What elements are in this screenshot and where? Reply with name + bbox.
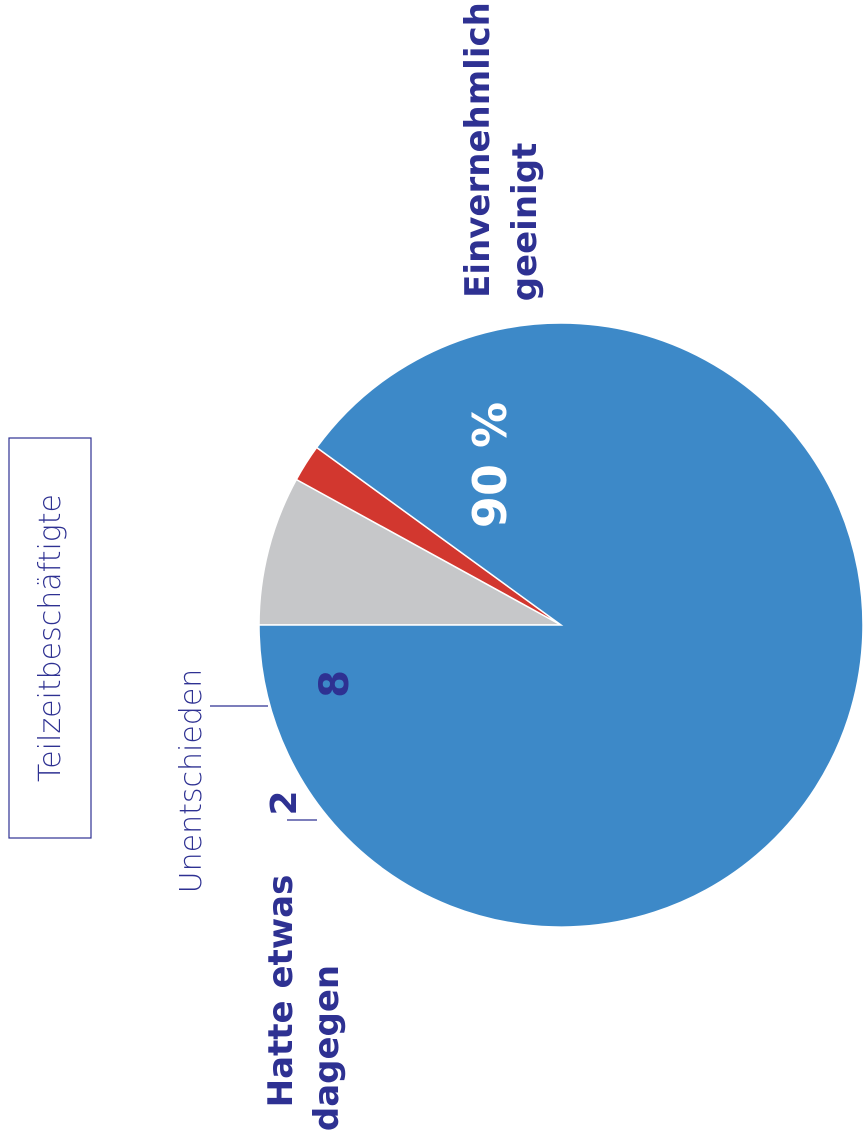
label-dagegen-line2: dagegen <box>307 965 347 1131</box>
slice-einvernehmlich <box>258 322 864 928</box>
label-einvernehmlich-line2: geeinigt <box>505 143 545 302</box>
title-box <box>8 437 92 839</box>
label-einvernehmlich-line1: Einvernehmlich <box>458 2 498 298</box>
slice-value-einvernehmlich: 90 % <box>463 402 517 528</box>
slice-value-dagegen: 2 <box>264 790 305 815</box>
chart-title: Teilzeitbeschäftigte <box>33 494 68 782</box>
slice-unentschieden <box>258 478 562 626</box>
label-unentschieden: Unentschieden <box>174 669 209 894</box>
label-dagegen-line1: Hatte etwas <box>261 875 301 1108</box>
pie-slices <box>258 322 864 928</box>
slice-value-unentschieden: 8 <box>312 670 358 698</box>
